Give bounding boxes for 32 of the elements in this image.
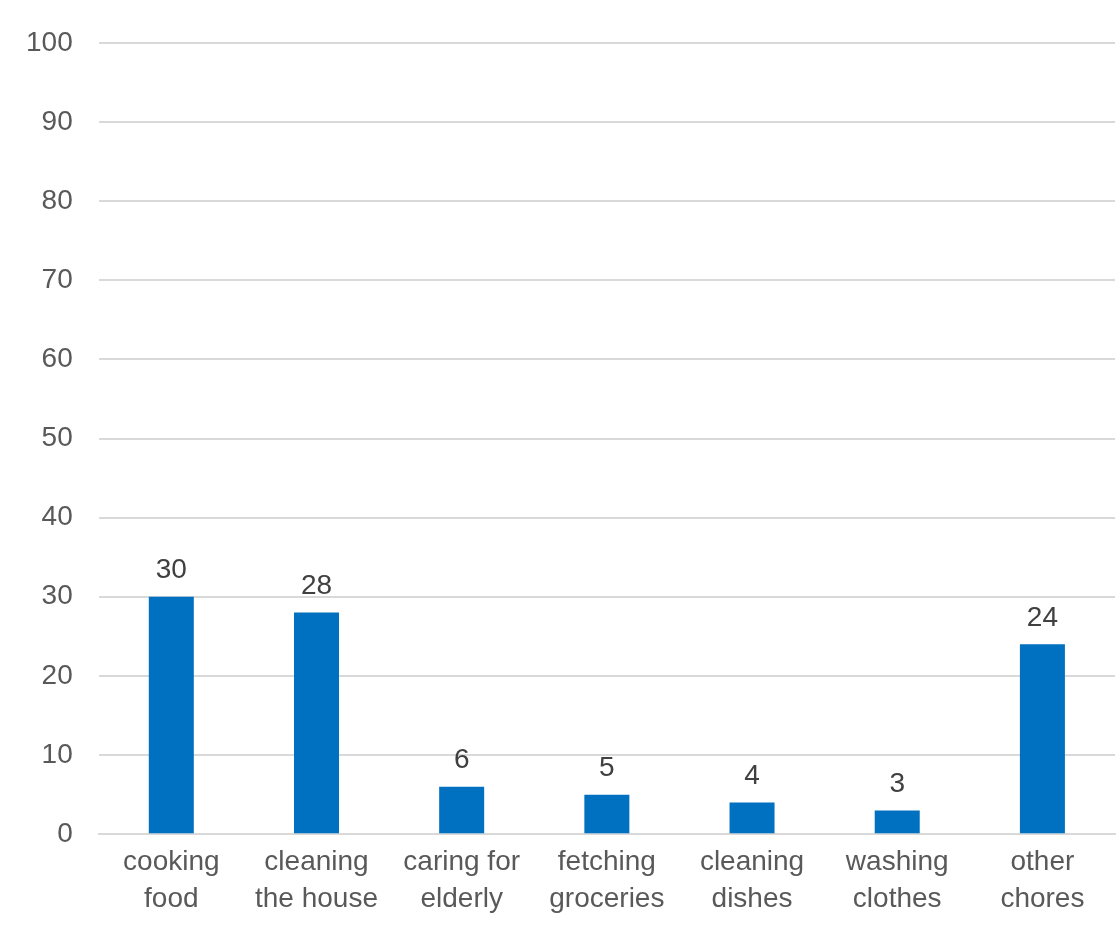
y-tick-label: 0 — [57, 816, 73, 848]
y-tick-label: 50 — [41, 421, 73, 453]
x-tick-label: cooking food — [123, 845, 220, 913]
bar — [874, 810, 920, 834]
data-label: 6 — [453, 743, 470, 775]
x-tick-label: cleaning dishes — [699, 845, 805, 913]
bar — [584, 794, 630, 834]
data-label: 3 — [889, 767, 906, 799]
y-tick-label: 40 — [41, 500, 73, 532]
bar — [729, 802, 775, 834]
x-tick-label: fetching groceries — [549, 845, 665, 913]
data-label: 5 — [599, 751, 615, 783]
data-label: 28 — [300, 569, 333, 601]
y-tick-label: 100 — [26, 25, 73, 57]
x-tick-label: other chores — [1000, 845, 1085, 913]
bar — [439, 786, 485, 834]
y-tick-label: 70 — [41, 262, 73, 294]
bar — [1019, 644, 1065, 834]
x-tick-label: cleaning the house — [254, 845, 378, 913]
y-tick-label: 60 — [41, 342, 73, 374]
x-tick-label: washing clothes — [844, 845, 949, 913]
y-tick-label: 80 — [41, 183, 73, 215]
data-label: 30 — [155, 553, 187, 585]
bar — [293, 612, 339, 834]
data-label: 4 — [744, 759, 760, 791]
data-label: 24 — [1026, 600, 1058, 632]
y-tick-label: 90 — [41, 104, 73, 136]
y-tick-label: 20 — [41, 658, 73, 690]
y-tick-label: 10 — [41, 737, 73, 769]
bar — [148, 596, 194, 834]
x-tick-label: caring for elderly — [403, 845, 521, 913]
y-tick-label: 30 — [41, 579, 73, 611]
